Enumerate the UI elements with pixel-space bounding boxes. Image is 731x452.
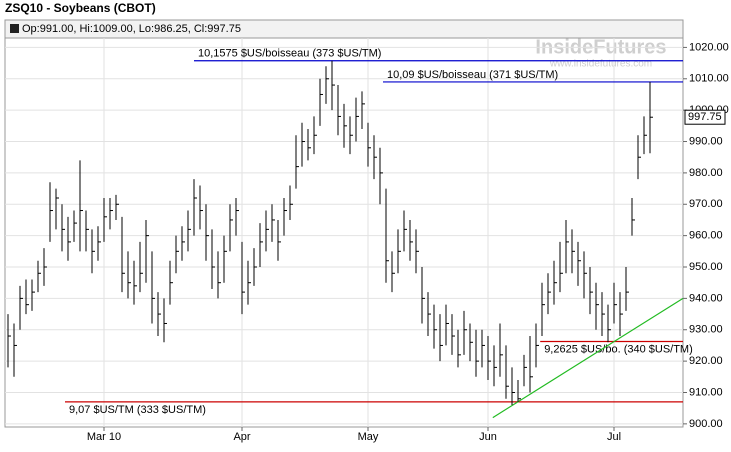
level-label: 9,2625 $US/bo. (340 $US/TM) (544, 343, 693, 355)
y-tick-label: 980.00 (689, 167, 723, 179)
x-tick-label: Jul (607, 431, 621, 443)
last-price-badge (684, 109, 726, 125)
level-label: 10,1575 $US/boisseau (373 $US/TM) (198, 48, 381, 60)
watermark-url: www.insidefutures.com (549, 59, 652, 70)
y-tick-label: 1010.00 (689, 73, 729, 85)
y-tick-label: 990.00 (689, 135, 723, 147)
info-icon (10, 24, 19, 33)
y-tick-label: 970.00 (689, 198, 723, 210)
level-label: 9,07 $US/TM (333 $US/TM) (69, 404, 206, 416)
y-tick-label: 920.00 (689, 355, 723, 367)
x-tick-label: May (358, 431, 379, 443)
y-tick-label: 930.00 (689, 324, 723, 336)
y-tick-label: 910.00 (689, 386, 723, 398)
last-price-label: 997.75 (688, 111, 722, 123)
y-tick-label: 1020.00 (689, 41, 729, 53)
level-label: 10,09 $US/boisseau (371 $US/TM) (387, 69, 558, 81)
plot-frame (4, 37, 684, 428)
x-tick-label: Mar 10 (87, 431, 121, 443)
y-tick-label: 900.00 (689, 418, 723, 430)
y-tick-label: 950.00 (689, 261, 723, 273)
ohlc-label: Op:991.00, Hi:1009.00, Lo:986.25, Cl:997… (22, 23, 241, 35)
x-tick-label: Jun (479, 431, 497, 443)
y-tick-label: 940.00 (689, 292, 723, 304)
y-tick-label: 960.00 (689, 230, 723, 242)
chart-title: ZSQ10 - Soybeans (CBOT) (5, 1, 156, 15)
x-tick-label: Apr (233, 431, 250, 443)
trendline (492, 297, 684, 419)
